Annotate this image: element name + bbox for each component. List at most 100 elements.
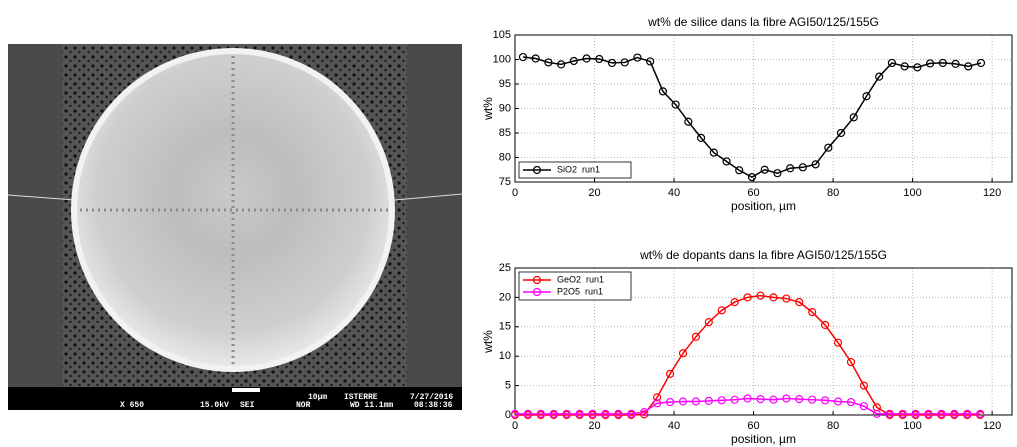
y-tick-label: 10 <box>499 350 511 362</box>
data-point <box>588 409 597 418</box>
legend-label: P2O5 run1 <box>557 286 603 296</box>
data-point <box>786 164 795 173</box>
data-point <box>557 60 566 69</box>
data-point <box>620 58 629 67</box>
data-point <box>911 409 920 418</box>
data-point <box>696 133 706 142</box>
data-point <box>938 58 947 68</box>
x-tick-label: 60 <box>747 187 759 199</box>
data-point <box>836 128 846 138</box>
data-point <box>924 409 933 418</box>
legend-marker <box>532 165 542 175</box>
y-tick-label: 15 <box>499 321 511 333</box>
data-point <box>964 62 973 71</box>
data-point <box>875 72 884 81</box>
data-point <box>722 157 731 166</box>
data-point <box>549 409 558 418</box>
x-tick-label: 20 <box>588 187 600 199</box>
x-tick-label: 40 <box>668 187 680 199</box>
y-tick-label: 80 <box>499 151 511 163</box>
data-point <box>691 332 701 341</box>
x-tick-label: 80 <box>827 420 839 432</box>
data-point <box>937 409 946 418</box>
sem-detector: NOR <box>296 401 311 410</box>
data-point <box>562 409 571 418</box>
data-point <box>684 117 693 126</box>
series-line <box>515 294 981 416</box>
data-point <box>760 165 769 174</box>
y-tick-label: 105 <box>493 29 511 41</box>
data-point <box>658 87 668 96</box>
data-point <box>678 397 688 406</box>
data-point <box>862 92 871 101</box>
data-point <box>536 409 545 418</box>
data-point <box>756 291 765 300</box>
x-tick-label: 20 <box>588 420 600 432</box>
legend <box>518 161 632 179</box>
data-point <box>887 58 897 68</box>
data-point <box>756 395 765 404</box>
data-point <box>717 396 726 405</box>
data-point <box>595 54 604 64</box>
data-point <box>569 56 578 66</box>
data-point <box>717 306 726 315</box>
data-point <box>678 349 688 358</box>
x-tick-label: 100 <box>903 187 921 199</box>
sem-date: 7/27/2016 <box>410 393 453 402</box>
data-point <box>833 338 843 347</box>
data-point <box>633 53 642 62</box>
y-axis-label: wt% <box>481 330 495 354</box>
data-point <box>523 409 533 418</box>
data-point <box>898 409 907 418</box>
data-point <box>963 409 972 418</box>
data-point <box>782 394 791 403</box>
y-tick-label: 25 <box>499 262 511 274</box>
data-point <box>769 293 778 302</box>
data-point <box>510 409 520 418</box>
data-point <box>872 409 881 418</box>
data-point <box>769 395 778 404</box>
sem-voltage: 15.0kV <box>200 401 229 410</box>
sem-magnification: X 650 <box>120 401 144 410</box>
data-point <box>743 394 752 403</box>
data-point <box>925 59 935 68</box>
data-point <box>640 407 649 417</box>
data-point <box>824 143 833 152</box>
y-tick-label: 100 <box>493 53 511 65</box>
data-point <box>900 62 909 71</box>
data-point <box>913 63 922 72</box>
data-point <box>782 294 791 303</box>
data-point <box>808 395 817 404</box>
data-point <box>531 54 540 63</box>
x-tick-label: 120 <box>983 420 1001 432</box>
plot-frame <box>514 34 1013 183</box>
data-point <box>640 410 649 419</box>
series-line <box>522 56 982 178</box>
y-tick-label: 75 <box>499 176 511 188</box>
y-tick-label: 90 <box>499 102 511 114</box>
data-point <box>653 393 662 402</box>
sem-lab: ISTERRE <box>344 393 378 402</box>
sem-scale-bar <box>232 388 260 392</box>
data-point <box>601 409 610 418</box>
data-point <box>691 397 701 406</box>
data-point <box>849 113 858 122</box>
plot-frame <box>514 267 1013 416</box>
data-point <box>821 320 830 330</box>
data-point <box>730 298 739 307</box>
data-point <box>798 163 807 172</box>
data-point <box>859 381 868 390</box>
legend-label: SiO2 run1 <box>557 164 600 174</box>
data-point <box>976 409 985 418</box>
data-point <box>808 308 817 317</box>
data-point <box>709 148 718 157</box>
data-point <box>704 396 713 405</box>
x-tick-label: 0 <box>512 420 518 432</box>
chart-title: wt% de dopants dans la fibre AGI50/125/1… <box>639 248 887 262</box>
data-point <box>795 395 804 404</box>
data-point <box>795 298 804 307</box>
legend-marker <box>532 275 542 285</box>
x-tick-label: 60 <box>747 420 759 432</box>
legend-marker <box>532 287 542 297</box>
data-point <box>950 409 959 418</box>
